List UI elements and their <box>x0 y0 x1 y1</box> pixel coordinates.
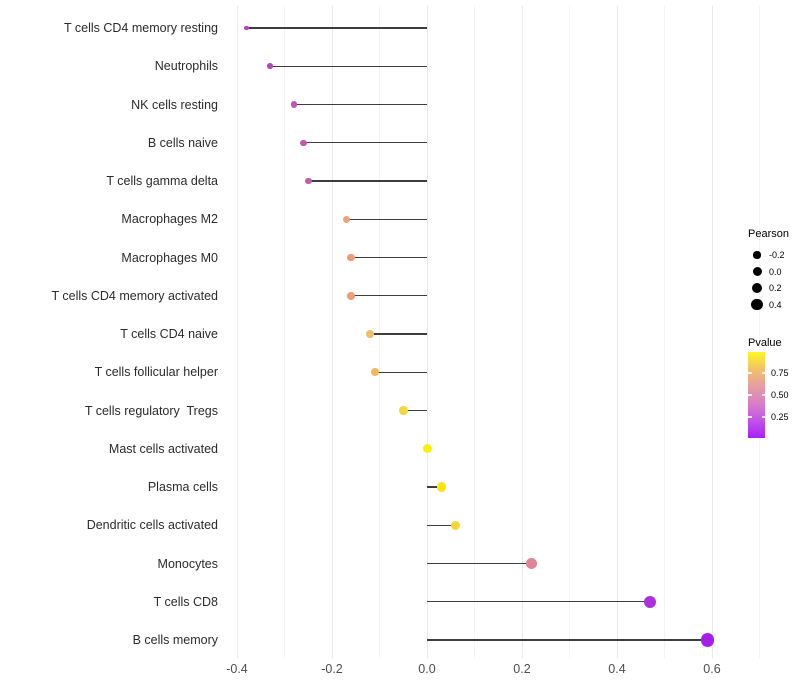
lollipop-point <box>347 253 355 262</box>
lollipop-stem <box>351 256 427 259</box>
legend-pearson-dot <box>752 267 762 276</box>
category-label: T cells CD4 naive <box>120 327 218 341</box>
x-tick-label: -0.2 <box>321 662 343 676</box>
lollipop-stem <box>403 409 427 412</box>
gridline-major <box>711 6 713 658</box>
category-label: Neutrophils <box>154 59 218 74</box>
gridline-major <box>236 6 238 658</box>
lollipop-stem <box>374 371 427 373</box>
x-tick-label: 0.2 <box>513 662 531 676</box>
category-label: T cells follicular helper <box>94 365 218 380</box>
category-label: T cells regulatory Tregs <box>84 403 218 418</box>
lollipop-stem <box>351 295 427 297</box>
category-label: NK cells resting <box>131 97 218 112</box>
lollipop-stem <box>294 103 427 106</box>
lollipop-point <box>526 558 537 569</box>
gridline-minor <box>284 6 285 658</box>
pvalue-colorbar-tick-mark <box>748 394 752 396</box>
x-tick-label: 0.0 <box>418 662 436 676</box>
pvalue-colorbar-tick-mark <box>748 372 752 374</box>
lollipop-point <box>244 25 249 31</box>
gridline-minor <box>759 6 760 658</box>
legend-pearson-dot <box>753 251 761 259</box>
lollipop-point <box>450 520 461 530</box>
lollipop-point <box>422 444 432 454</box>
legend-pvalue-title: Pvalue <box>748 337 782 349</box>
lollipop-stem <box>346 218 427 220</box>
category-label: Macrophages M2 <box>121 212 218 227</box>
lollipop-point <box>398 406 408 415</box>
lollipop-point <box>700 633 714 647</box>
category-label: T cells CD4 memory activated <box>51 288 219 303</box>
lollipop-point <box>347 291 355 300</box>
pvalue-colorbar-tick-mark <box>748 416 752 418</box>
pvalue-colorbar <box>748 352 765 438</box>
lollipop-stem <box>370 333 427 335</box>
lollipop-stem <box>427 639 708 641</box>
lollipop-point <box>267 63 274 70</box>
lollipop-point <box>370 368 379 377</box>
lollipop-point <box>300 139 307 146</box>
x-tick-label: -0.4 <box>226 662 248 676</box>
category-label: T cells CD4 memory resting <box>64 21 218 35</box>
legend-pearson-label: 0.2 <box>769 283 782 293</box>
pvalue-colorbar-tick-mark <box>761 394 766 396</box>
gridline-minor <box>664 6 665 658</box>
legend-pearson-label: 0.4 <box>769 299 782 310</box>
legend-pearson-dot <box>751 298 763 311</box>
category-label: Monocytes <box>157 556 218 571</box>
lollipop-stem <box>270 65 427 67</box>
lollipop-point <box>290 101 298 108</box>
lollipop-point <box>644 595 657 608</box>
lollipop-stem <box>246 27 427 29</box>
lollipop-stem <box>308 180 427 182</box>
x-tick-label: 0.6 <box>703 662 721 676</box>
lollipop-point <box>342 215 350 223</box>
lollipop-stem <box>427 486 442 488</box>
lollipop-point <box>436 482 446 492</box>
legend-pearson-label: -0.2 <box>769 250 785 260</box>
gridline-major <box>616 6 618 658</box>
lollipop-stem <box>427 562 532 565</box>
lollipop-stem <box>427 524 456 526</box>
pvalue-colorbar-tick-mark <box>761 372 766 374</box>
x-tick-label: 0.4 <box>608 662 626 676</box>
gridline-major <box>521 6 523 658</box>
lollipop-stem <box>427 601 651 603</box>
gridline-minor <box>379 6 380 658</box>
gridline-minor <box>569 6 570 658</box>
pvalue-colorbar-tick-mark <box>761 416 766 418</box>
category-label: B cells memory <box>132 633 218 647</box>
lollipop-point <box>366 330 374 338</box>
lollipop-point <box>304 177 312 185</box>
gridline-major <box>426 6 428 658</box>
gridline-minor <box>474 6 475 658</box>
lollipop-stem <box>303 142 427 144</box>
category-label: Macrophages M0 <box>121 250 218 265</box>
gridline-major <box>331 6 333 658</box>
legend-pearson-label: 0.0 <box>769 266 782 277</box>
category-label: T cells gamma delta <box>106 174 218 188</box>
category-label: B cells naive <box>147 135 218 150</box>
category-label: T cells CD8 <box>153 594 218 609</box>
category-label: Mast cells activated <box>108 441 218 456</box>
category-label: Plasma cells <box>147 480 218 494</box>
pvalue-tick-label: 0.75 <box>771 368 789 378</box>
category-label: Dendritic cells activated <box>86 518 218 533</box>
legend-pearson-dot <box>751 282 763 294</box>
pvalue-tick-label: 0.50 <box>771 390 789 400</box>
pvalue-tick-label: 0.25 <box>771 412 789 422</box>
legend-pearson-title: Pearson <box>748 228 789 240</box>
